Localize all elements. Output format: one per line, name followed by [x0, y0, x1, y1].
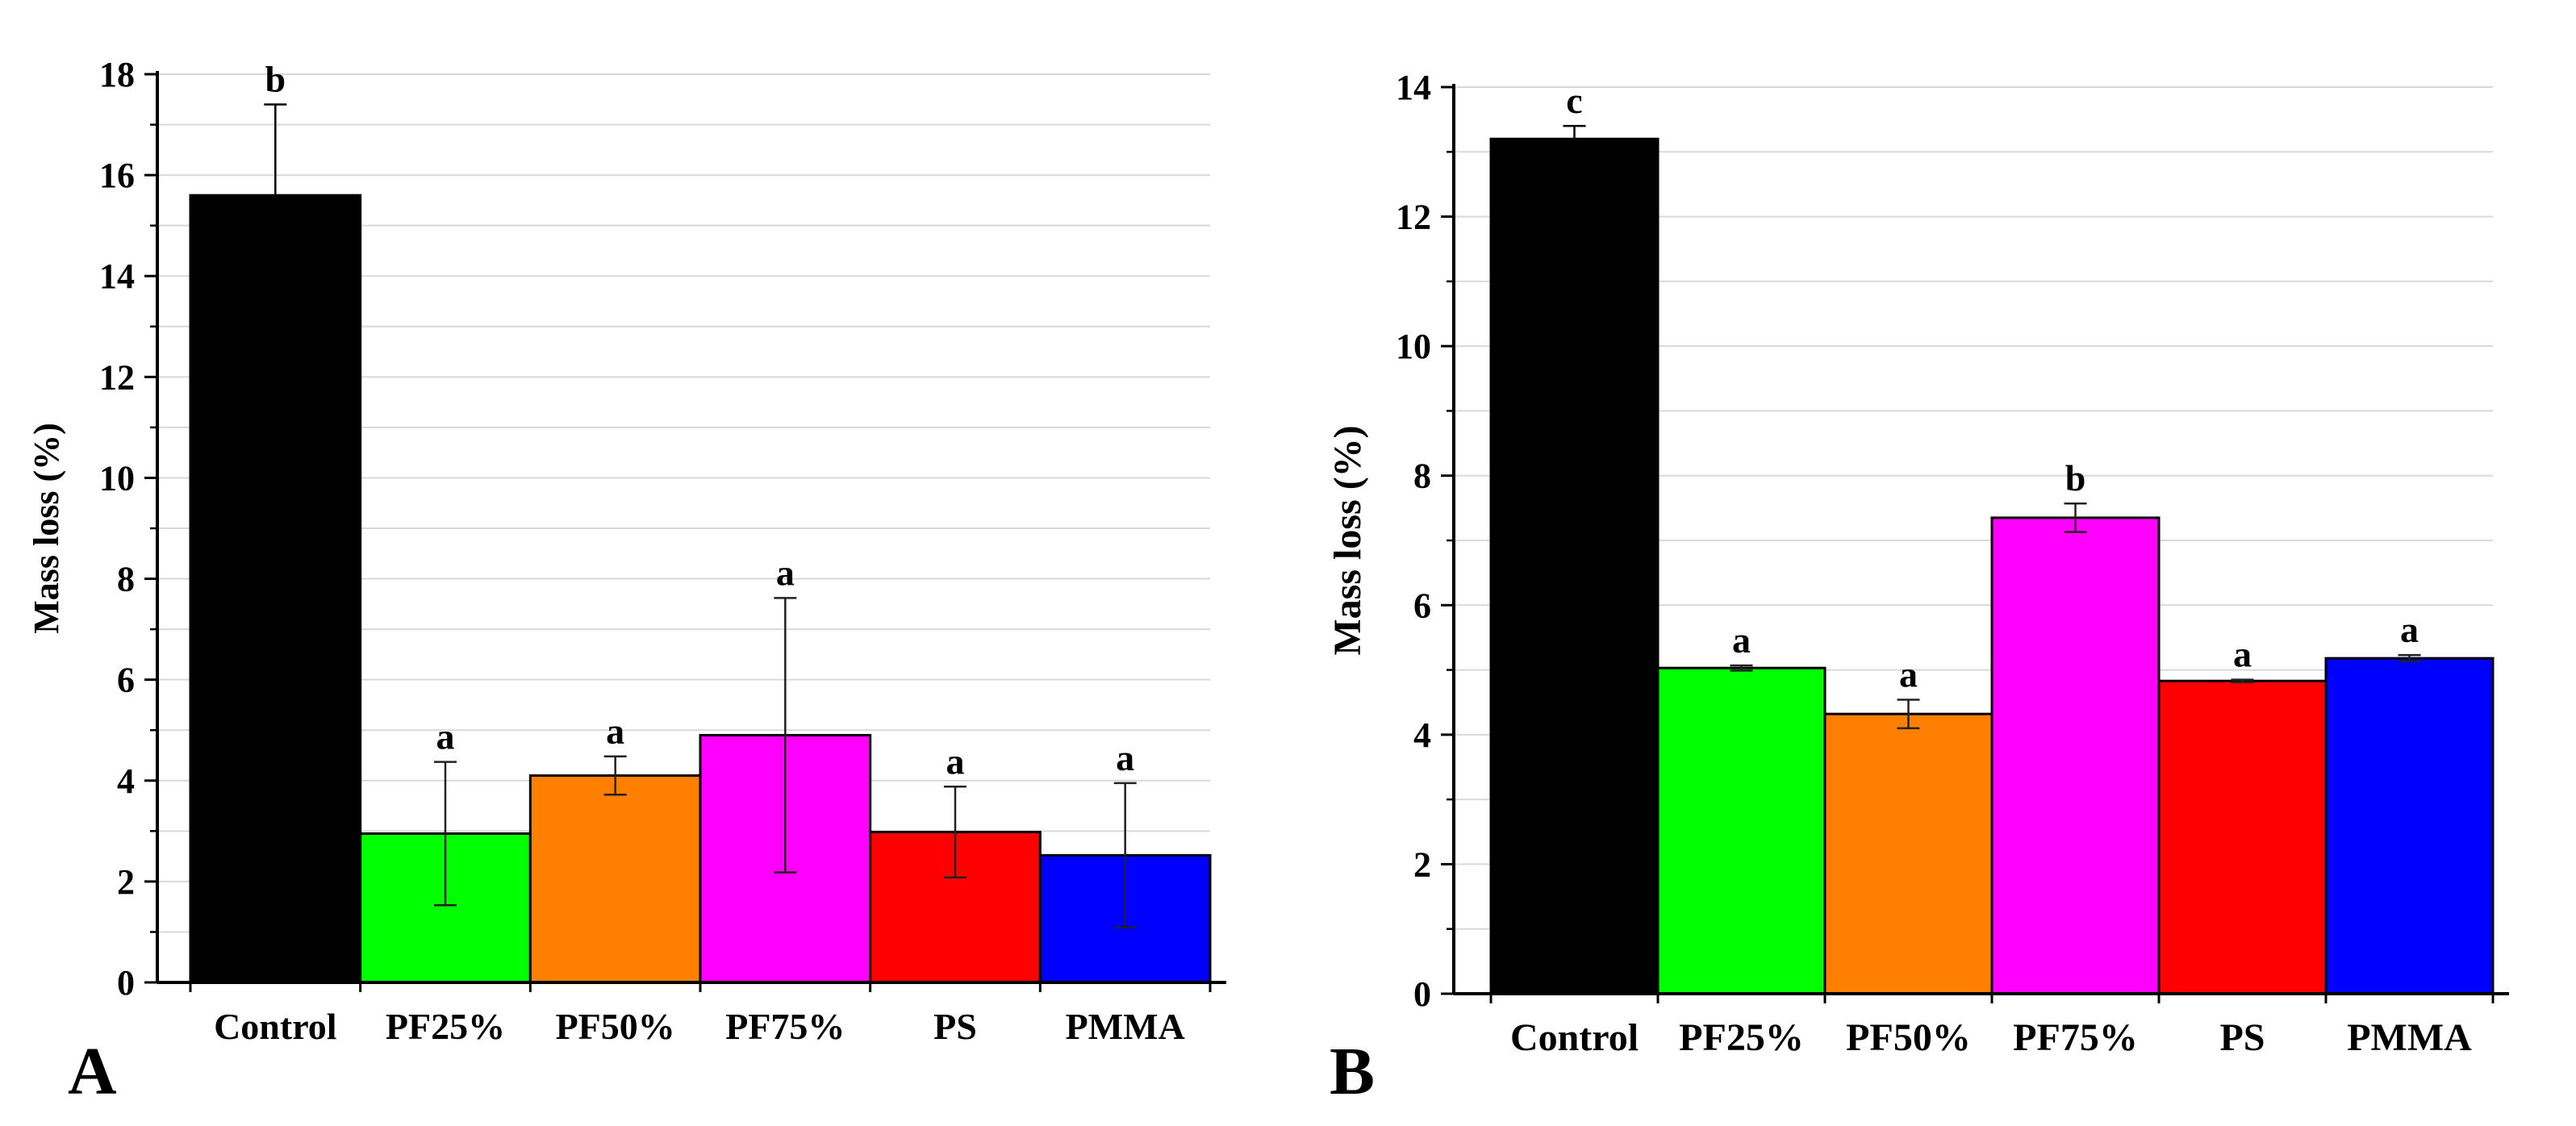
bar-pf50: [1823, 712, 1994, 995]
category-label: PF25%: [1679, 1016, 1804, 1059]
category-label: PF25%: [386, 1006, 505, 1047]
bar-control: [1489, 137, 1660, 995]
category-label: PF75%: [2013, 1016, 2138, 1059]
significance-letter: a: [1732, 619, 1751, 661]
significance-letter: c: [1566, 80, 1582, 121]
significance-letter: b: [2065, 457, 2086, 498]
y-tick-label: 14: [99, 256, 135, 296]
y-tick-label: 8: [117, 560, 135, 599]
category-label: PMMA: [2347, 1016, 2472, 1059]
y-tick-label: 2: [117, 862, 135, 902]
category-label: PF75%: [725, 1006, 845, 1047]
y-tick-label: 10: [1396, 327, 1431, 366]
significance-letter: b: [265, 59, 286, 100]
category-label: PS: [2219, 1016, 2265, 1059]
y-tick-label: 12: [1396, 198, 1431, 237]
y-axis-label: Mass loss (%): [1326, 425, 1369, 655]
category-label: Control: [214, 1006, 337, 1047]
category-label: PF50%: [1846, 1016, 1971, 1059]
bar-pf25: [1656, 666, 1827, 995]
panel-label: A: [68, 1034, 117, 1109]
y-tick-label: 4: [117, 761, 135, 801]
category-label: Control: [1510, 1016, 1639, 1059]
bar-pmma: [2324, 657, 2495, 995]
bar-control: [189, 194, 362, 984]
panel-label: B: [1330, 1034, 1375, 1109]
y-tick-label: 2: [1413, 844, 1431, 884]
y-tick-label: 18: [99, 55, 135, 94]
significance-letter: a: [606, 711, 624, 752]
y-axis-label: Mass loss (%): [27, 423, 66, 634]
chart-a-svg: b Control a PF25% a PF50% a PF75% a PS a PMMA 0 2 4 6 8 1…: [27, 55, 1226, 1109]
category-label: PS: [933, 1006, 977, 1047]
chart-b-svg: c Control a PF25% a PF50% b PF75% a PS a PMMA 0 2 4 6 8 1…: [1326, 68, 2509, 1109]
y-tick-label: 16: [99, 156, 135, 195]
y-tick-label: 14: [1396, 68, 1431, 107]
category-label: PMMA: [1066, 1006, 1185, 1047]
y-tick-label: 4: [1413, 715, 1431, 755]
bar-ps: [2157, 679, 2328, 995]
y-tick-label: 0: [117, 963, 135, 1003]
bar-pf50: [528, 774, 702, 984]
y-tick-label: 0: [1413, 974, 1431, 1014]
y-tick-label: 6: [117, 661, 135, 700]
significance-letter: a: [1899, 654, 1918, 695]
significance-letter: a: [1116, 737, 1134, 778]
y-tick-label: 8: [1413, 457, 1431, 496]
significance-letter: a: [776, 552, 795, 593]
significance-letter: a: [436, 716, 455, 757]
significance-letter: a: [946, 740, 965, 782]
chart-panel-a: b Control a PF25% a PF50% a PF75% a PS a PMMA 0 2 4 6 8 1…: [0, 0, 1242, 1122]
significance-letter: a: [2233, 634, 2252, 675]
bar-pf75: [1990, 516, 2161, 995]
significance-letter: a: [2400, 609, 2419, 650]
y-tick-label: 6: [1413, 586, 1431, 625]
category-label: PF50%: [556, 1006, 675, 1047]
y-tick-label: 12: [99, 357, 135, 397]
y-tick-label: 10: [99, 458, 135, 498]
chart-panel-b: c Control a PF25% a PF50% b PF75% a PS a PMMA 0 2 4 6 8 1…: [1291, 0, 2576, 1122]
